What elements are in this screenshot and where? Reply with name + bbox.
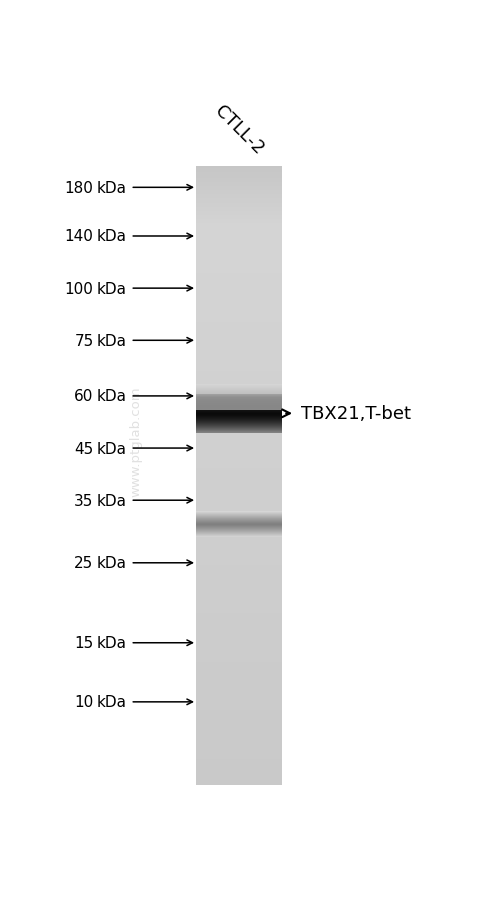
Text: 180: 180 [64,180,94,196]
Text: 45: 45 [74,441,94,456]
Text: CTLL-2: CTLL-2 [211,102,267,158]
Text: 75: 75 [74,334,94,348]
Text: 10: 10 [74,695,94,710]
Text: kDa: kDa [96,180,126,196]
Text: 35: 35 [74,493,94,508]
Text: kDa: kDa [96,441,126,456]
Text: 100: 100 [64,281,94,297]
Text: kDa: kDa [96,334,126,348]
Text: kDa: kDa [96,281,126,297]
Text: kDa: kDa [96,695,126,710]
Text: kDa: kDa [96,229,126,244]
Text: kDa: kDa [96,556,126,571]
Text: 15: 15 [74,636,94,650]
Text: kDa: kDa [96,493,126,508]
Text: www.ptglab.com: www.ptglab.com [130,386,142,497]
Text: TBX21,T-bet: TBX21,T-bet [301,405,411,423]
Text: kDa: kDa [96,636,126,650]
Text: kDa: kDa [96,389,126,404]
Text: 60: 60 [74,389,94,404]
Text: 25: 25 [74,556,94,571]
Text: 140: 140 [64,229,94,244]
